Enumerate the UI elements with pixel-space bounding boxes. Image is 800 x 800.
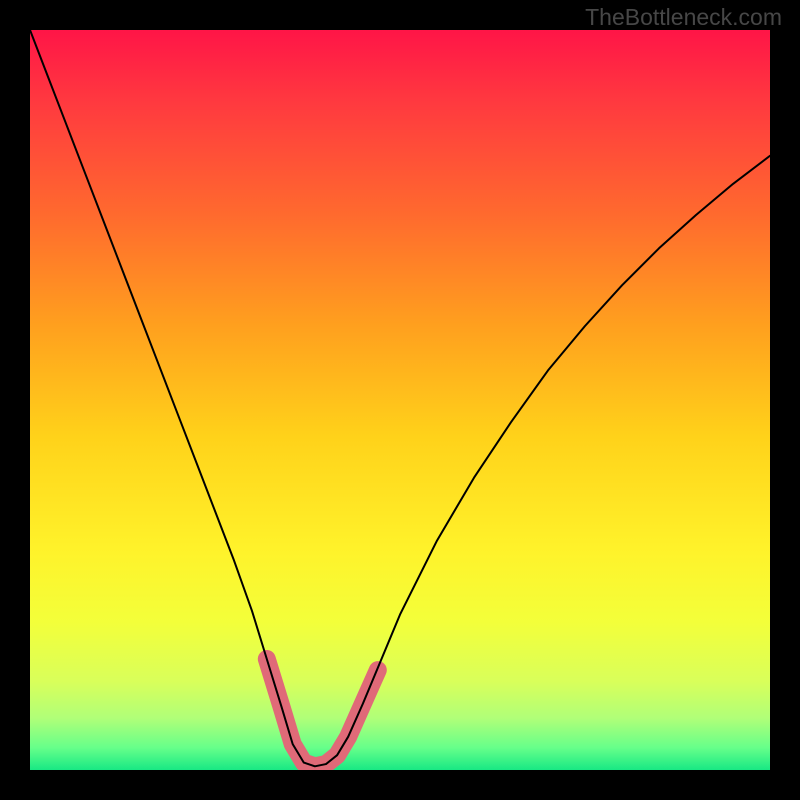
plot-background bbox=[30, 30, 770, 770]
chart-stage: TheBottleneck.com bbox=[0, 0, 800, 800]
chart-svg bbox=[0, 0, 800, 800]
watermark-text: TheBottleneck.com bbox=[585, 4, 782, 31]
